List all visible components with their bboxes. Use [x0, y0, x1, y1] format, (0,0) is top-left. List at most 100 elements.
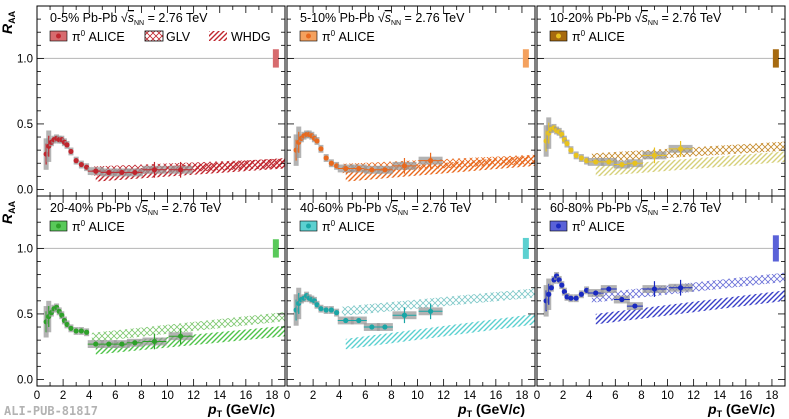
marker — [651, 286, 658, 292]
pi-superscript: 0 — [331, 29, 336, 38]
energy-label: = 2.76 TeV — [158, 201, 222, 215]
whdg-band — [595, 151, 785, 177]
watermark: ALI-PUB-81817 — [4, 404, 98, 418]
marker — [556, 277, 562, 283]
s-symbol: s — [128, 11, 134, 25]
plot-frame — [536, 195, 786, 387]
marker — [651, 152, 658, 158]
c-symbol: c — [513, 401, 521, 417]
data-point — [314, 300, 320, 309]
legend: π0 ALICE — [49, 219, 125, 234]
marker — [619, 296, 625, 303]
data-point — [323, 306, 329, 314]
data-point — [376, 323, 393, 331]
alice-label: ALICE — [335, 30, 375, 44]
data-point — [376, 165, 393, 174]
data-point — [296, 287, 302, 320]
marker — [328, 307, 334, 313]
pi-symbol: π — [72, 30, 81, 44]
units-open: (GeV/ — [722, 401, 763, 417]
data-point — [168, 328, 193, 345]
x-tick-label: 16 — [239, 390, 252, 402]
pi-superscript: 0 — [81, 29, 86, 38]
marker — [119, 341, 125, 347]
marker — [369, 167, 375, 173]
x-tick-label: 12 — [187, 390, 200, 402]
whdg-band — [595, 290, 785, 325]
data-point — [68, 324, 74, 333]
nn-subscript: NN — [148, 210, 158, 217]
marker — [401, 163, 408, 169]
plot-area — [37, 196, 285, 386]
marker — [564, 140, 570, 147]
sqrt-symbol: √ — [635, 201, 642, 215]
t-subscript: T — [717, 409, 723, 419]
marker — [64, 321, 70, 328]
c-symbol: c — [763, 401, 771, 417]
panel-10-20pct: 10-20% Pb-Pb √sNN = 2.76 TeV π0 ALICE — [536, 5, 786, 197]
c-symbol: c — [263, 401, 271, 417]
marker — [132, 340, 138, 346]
data-point — [668, 140, 693, 157]
x-tick-label: 6 — [612, 390, 618, 402]
data-point — [84, 328, 90, 337]
legend-whdg-label: WHDG — [231, 30, 271, 44]
r-symbol: R — [0, 23, 15, 34]
data-point — [668, 279, 693, 296]
data-point — [573, 294, 579, 303]
units-close: ) — [770, 401, 775, 417]
x-tick-label: 10 — [661, 390, 674, 402]
marker — [561, 289, 568, 295]
data-point — [573, 151, 579, 160]
x-tick-label: 14 — [213, 390, 226, 402]
s-symbol: s — [642, 201, 648, 215]
legend-alice-label: π0 ALICE — [322, 29, 375, 44]
marker — [548, 285, 554, 291]
system-label: Pb-Pb — [347, 201, 385, 215]
marker — [132, 169, 138, 176]
marker — [632, 160, 638, 166]
data-point — [78, 327, 84, 335]
legend-whdg-swatch — [209, 31, 227, 41]
normalization-uncertainty-box — [272, 49, 279, 68]
data-point — [168, 161, 193, 178]
whdg-band — [345, 313, 535, 350]
x-tick-label: 10 — [161, 390, 174, 402]
x-tick-label: 18 — [516, 390, 529, 402]
y-tick-label: 0.0 — [17, 374, 33, 386]
data-point — [78, 160, 84, 169]
energy-label: = 2.76 TeV — [144, 11, 208, 25]
pi-symbol: π — [72, 220, 81, 234]
pi-symbol: π — [322, 220, 331, 234]
data-point — [328, 159, 334, 168]
data-point — [126, 338, 143, 347]
y-axis-label: RAA — [0, 10, 17, 34]
plot-contents — [37, 49, 285, 182]
glv-band — [91, 311, 285, 343]
x-tick-label: 0 — [284, 390, 290, 402]
marker — [151, 167, 158, 173]
pi-superscript: 0 — [581, 219, 586, 228]
units-close: ) — [520, 401, 525, 417]
panel-header: 10-20% Pb-Pb √sNN = 2.76 TeV — [550, 11, 722, 27]
marker — [334, 310, 340, 316]
x-tick-label: 14 — [713, 390, 726, 402]
centrality-label: 20-40% — [50, 201, 97, 215]
system-label: Pb-Pb — [97, 201, 135, 215]
legend-alice-label: π0 ALICE — [322, 219, 375, 234]
x-tick-label: 2 — [560, 390, 566, 402]
panel-header: 0-5% Pb-Pb √sNN = 2.76 TeV — [50, 11, 208, 27]
units-open: (GeV/ — [472, 401, 513, 417]
legend: π0 ALICE — [299, 29, 375, 44]
plot-frame — [286, 195, 536, 387]
system-label: Pb-Pb — [597, 11, 635, 25]
marker — [84, 329, 90, 335]
plot-contents — [287, 49, 535, 182]
x-tick-label: 14 — [463, 390, 476, 402]
centrality-label: 60-80% — [550, 201, 597, 215]
marker — [427, 308, 434, 314]
data-point — [600, 285, 617, 293]
nn-subscript: NN — [134, 20, 144, 27]
x-tick-label: 18 — [766, 390, 779, 402]
